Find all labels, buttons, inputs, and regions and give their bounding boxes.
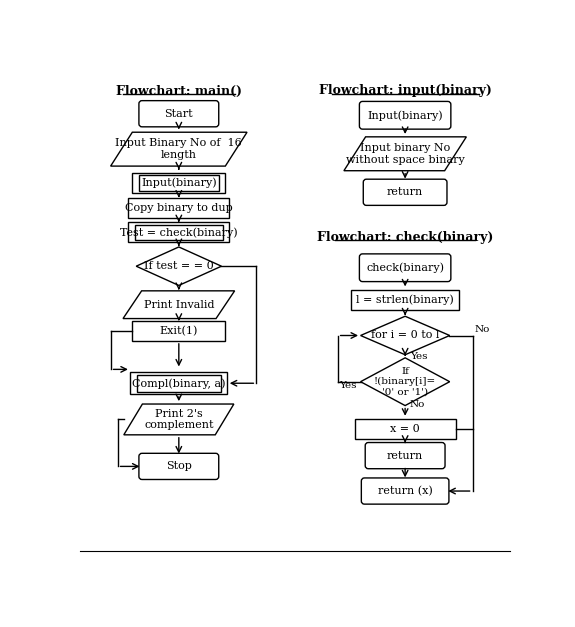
Text: return: return <box>387 451 423 461</box>
Text: Test = check(binary): Test = check(binary) <box>120 227 237 238</box>
Bar <box>131 372 227 394</box>
Text: Yes: Yes <box>339 381 356 390</box>
Text: Input Binary No of  16
length: Input Binary No of 16 length <box>116 139 242 160</box>
Text: Exit(1): Exit(1) <box>160 325 198 336</box>
Polygon shape <box>344 137 466 171</box>
Text: Yes: Yes <box>410 352 427 361</box>
Text: Input binary No
without space binary: Input binary No without space binary <box>346 143 465 164</box>
Bar <box>355 419 455 440</box>
Text: Flowchart: main(): Flowchart: main() <box>116 85 242 97</box>
Text: Flowchart: input(binary): Flowchart: input(binary) <box>319 85 492 97</box>
Text: Print 2's
complement: Print 2's complement <box>144 409 213 430</box>
Bar <box>139 176 219 191</box>
FancyBboxPatch shape <box>363 179 447 206</box>
FancyBboxPatch shape <box>365 443 445 469</box>
Bar <box>351 290 459 310</box>
Polygon shape <box>110 132 247 166</box>
Text: Input(binary): Input(binary) <box>367 110 443 120</box>
Text: Compl(binary, a): Compl(binary, a) <box>132 378 225 389</box>
Text: for i = 0 to l: for i = 0 to l <box>371 330 439 340</box>
Text: If
!(binary[i]=
'0' or '1'): If !(binary[i]= '0' or '1') <box>374 367 436 397</box>
Text: l = strlen(binary): l = strlen(binary) <box>356 295 454 305</box>
FancyBboxPatch shape <box>359 254 451 282</box>
Text: No: No <box>410 400 425 409</box>
Polygon shape <box>361 316 450 355</box>
FancyBboxPatch shape <box>139 101 218 127</box>
Text: Input(binary): Input(binary) <box>141 178 217 188</box>
Text: Flowchart: check(binary): Flowchart: check(binary) <box>317 231 493 244</box>
FancyBboxPatch shape <box>359 102 451 129</box>
Bar <box>132 321 225 341</box>
Bar <box>135 224 223 240</box>
Bar <box>137 375 221 392</box>
Text: Copy binary to dup: Copy binary to dup <box>125 203 233 213</box>
Bar <box>128 198 229 218</box>
Bar <box>132 173 225 193</box>
Text: return (x): return (x) <box>378 486 432 496</box>
Text: check(binary): check(binary) <box>366 263 444 273</box>
Polygon shape <box>124 404 234 435</box>
Text: Start: Start <box>164 108 193 119</box>
Polygon shape <box>136 247 221 285</box>
Bar <box>128 223 229 242</box>
Polygon shape <box>123 291 235 319</box>
Text: Stop: Stop <box>166 461 192 472</box>
Text: Print Invalid: Print Invalid <box>144 300 214 310</box>
Polygon shape <box>361 358 450 406</box>
Text: return: return <box>387 187 423 198</box>
Text: No: No <box>474 325 489 334</box>
FancyBboxPatch shape <box>361 478 449 504</box>
Text: If test = = 0: If test = = 0 <box>144 261 214 271</box>
Text: x = 0: x = 0 <box>390 424 420 435</box>
FancyBboxPatch shape <box>139 453 218 480</box>
